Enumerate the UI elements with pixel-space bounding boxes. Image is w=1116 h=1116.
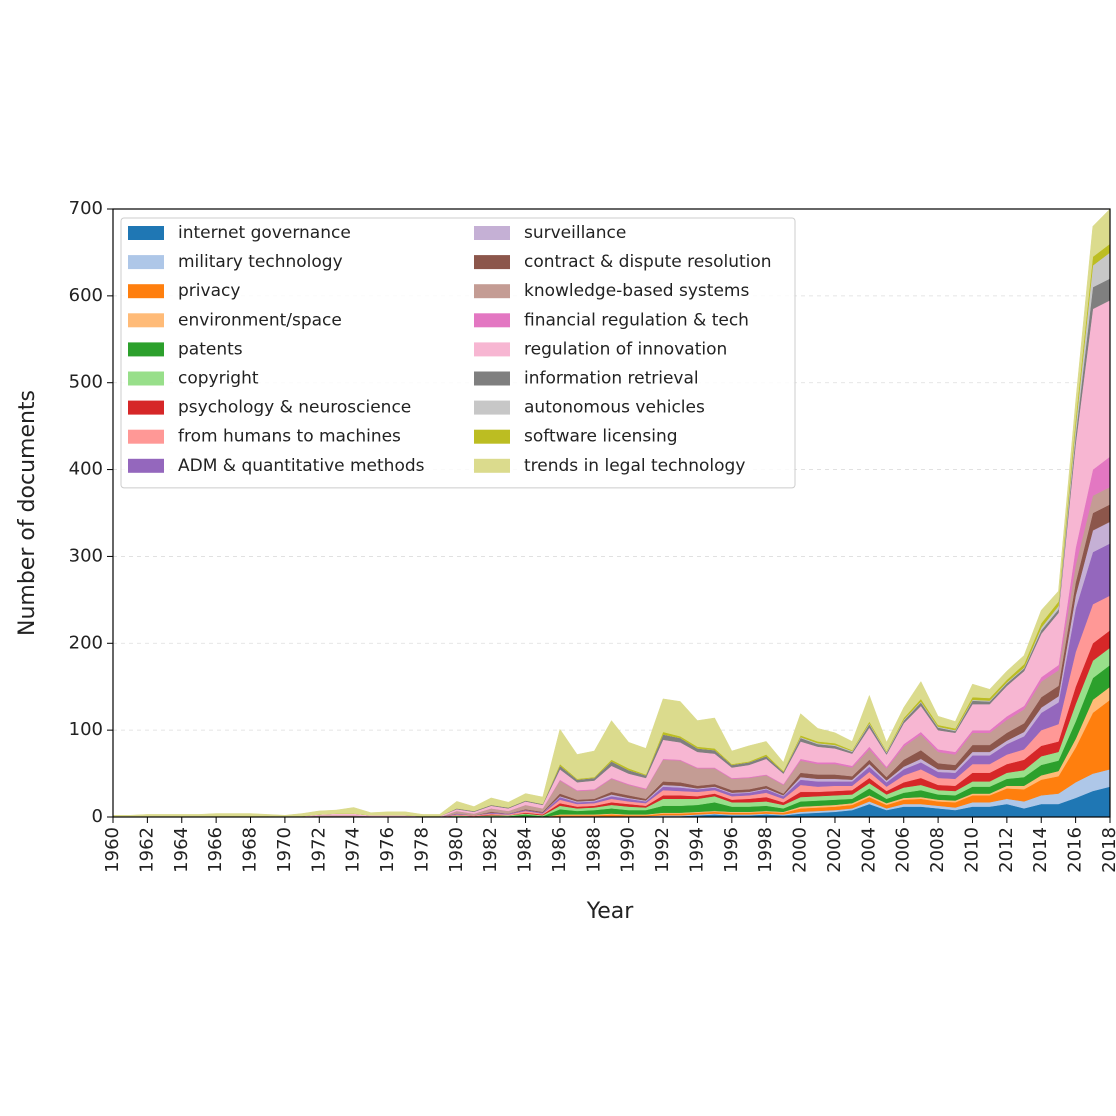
y-tick-label: 600	[69, 285, 103, 306]
x-tick-label: 2008	[927, 827, 948, 873]
x-tick-label: 1986	[549, 827, 570, 873]
legend-swatch	[128, 255, 164, 270]
x-tick-label: 1998	[755, 827, 776, 873]
x-tick-label: 2000	[790, 827, 811, 873]
x-tick-label: 1988	[583, 827, 604, 873]
legend-label: internet governance	[178, 223, 351, 243]
x-tick-label: 2010	[961, 827, 982, 873]
legend-swatch	[474, 284, 510, 299]
legend-swatch	[128, 400, 164, 415]
legend-swatch	[128, 429, 164, 444]
legend-swatch	[474, 255, 510, 270]
x-tick-label: 2004	[858, 827, 879, 873]
legend-label: autonomous vehicles	[524, 398, 705, 418]
x-tick-label: 1974	[343, 827, 364, 873]
x-tick-label: 1982	[480, 827, 501, 873]
x-tick-label: 1996	[721, 827, 742, 873]
legend-swatch	[474, 429, 510, 444]
x-tick-label: 1970	[274, 827, 295, 873]
y-tick-label: 700	[69, 198, 103, 219]
x-tick-label: 1972	[308, 827, 329, 873]
legend-label: privacy	[178, 281, 240, 301]
legend-label: from humans to machines	[178, 427, 401, 447]
legend-label: software licensing	[524, 427, 678, 447]
x-tick-label: 1994	[686, 827, 707, 873]
x-tick-label: 2012	[996, 827, 1017, 873]
legend-label: military technology	[178, 252, 343, 272]
x-tick-label: 1960	[102, 827, 123, 873]
axes: 0 100 200 300 400 500 600 700 1960 1962 1964 1966 19…	[69, 198, 1116, 873]
x-tick-label: 1962	[136, 827, 157, 873]
legend-swatch	[474, 458, 510, 473]
x-tick-label: 1978	[411, 827, 432, 873]
legend-label: psychology & neuroscience	[178, 398, 411, 418]
legend-label: ADM & quantitative methods	[178, 456, 425, 476]
legend-swatch	[128, 284, 164, 299]
legend-label: knowledge-based systems	[524, 281, 749, 301]
x-tick-label: 1980	[446, 827, 467, 873]
x-axis-label: Year	[586, 899, 635, 924]
x-tick-label: 1966	[205, 827, 226, 873]
legend-swatch	[128, 458, 164, 473]
legend-label: trends in legal technology	[524, 456, 745, 476]
legend-label: regulation of innovation	[524, 339, 727, 359]
y-tick-label: 300	[69, 545, 103, 566]
legend-swatch	[128, 342, 164, 357]
legend-swatch	[474, 342, 510, 357]
x-tick-label: 1976	[377, 827, 398, 873]
legend-swatch	[128, 313, 164, 328]
x-tick-label: 2002	[824, 827, 845, 873]
y-tick-label: 100	[69, 719, 103, 740]
y-tick-label: 200	[69, 632, 103, 653]
legend-box	[120, 217, 796, 489]
x-tick-label: 1984	[515, 827, 536, 873]
y-tick-label: 500	[69, 372, 103, 393]
legend-label: environment/space	[178, 310, 342, 330]
legend-swatch	[474, 226, 510, 240]
y-tick-label: 0	[92, 806, 103, 827]
legend-swatch	[474, 313, 510, 328]
legend-label: information retrieval	[524, 369, 699, 389]
legend-swatch	[128, 371, 164, 386]
x-tick-label: 1964	[171, 827, 192, 873]
legend-swatch	[128, 226, 164, 240]
x-tick-label: 2006	[893, 827, 914, 873]
legend-swatch	[474, 371, 510, 386]
y-tick-label: 400	[69, 459, 103, 480]
legend-label: patents	[178, 339, 243, 359]
x-tick-label: 2016	[1065, 827, 1086, 873]
legend-label: contract & dispute resolution	[524, 252, 772, 272]
x-tick-label: 1968	[240, 827, 261, 873]
x-tick-label: 2018	[1099, 827, 1116, 873]
x-tick-label: 1992	[652, 827, 673, 873]
plot-frame	[112, 208, 1111, 818]
x-tick-label: 1990	[618, 827, 639, 873]
x-tick-label: 2014	[1030, 827, 1051, 873]
legend-swatch	[474, 400, 510, 415]
legend-label: financial regulation & tech	[524, 310, 749, 330]
legend-label: copyright	[178, 369, 259, 389]
y-axis-label: Number of documents	[15, 390, 40, 636]
legend: internet governance military technology pr…	[120, 217, 796, 489]
legend-label: surveillance	[524, 223, 626, 243]
